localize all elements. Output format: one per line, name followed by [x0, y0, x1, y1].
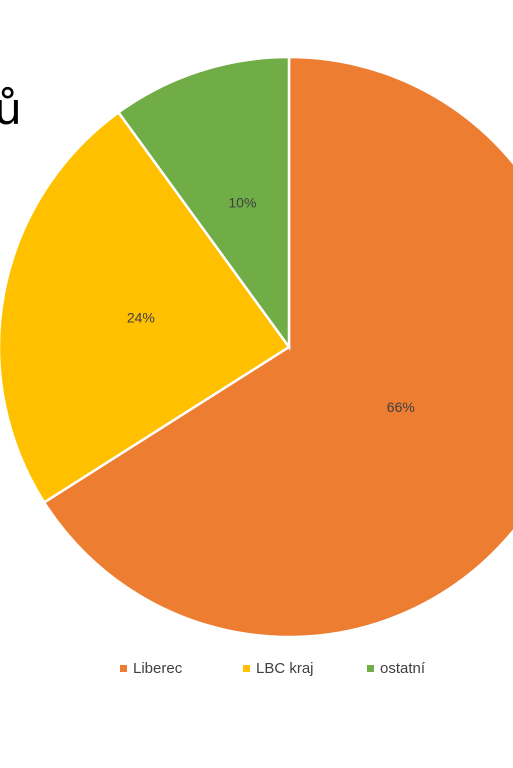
pie-slice-liberec — [42, 55, 513, 639]
pie-slice-lbc-kraj — [0, 110, 291, 505]
legend-swatch-lbc-kraj — [243, 665, 250, 672]
data-label-lbc-kraj: 24% — [127, 309, 155, 325]
title-fragment: ů — [0, 84, 22, 135]
legend-label-ostatni: ostatní — [380, 660, 426, 677]
pie-labels: 66% 24% 10% — [127, 194, 415, 415]
legend-item-lbc-kraj: LBC kraj — [243, 660, 314, 677]
pie-slices — [0, 55, 513, 639]
pie-slice-ostatni — [116, 55, 291, 351]
legend-swatch-ostatni — [367, 665, 374, 672]
legend-label-liberec: Liberec — [133, 660, 183, 677]
legend-item-ostatni: ostatní — [367, 660, 425, 677]
chart-legend: Liberec LBC kraj ostatní — [0, 660, 513, 680]
legend-item-liberec: Liberec — [120, 660, 182, 677]
data-label-ostatni: 10% — [228, 194, 256, 210]
legend-label-lbc-kraj: LBC kraj — [256, 660, 314, 677]
legend-swatch-liberec — [120, 665, 127, 672]
data-label-liberec: 66% — [387, 399, 415, 415]
